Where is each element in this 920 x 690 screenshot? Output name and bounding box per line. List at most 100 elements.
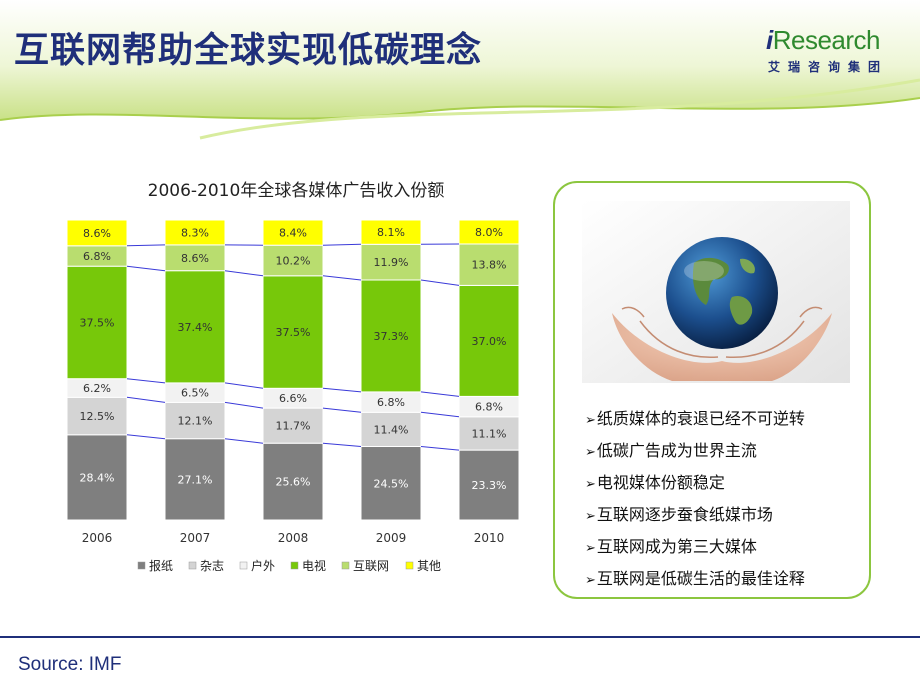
globe-in-hands-photo [582, 201, 850, 383]
data-label: 12.5% [80, 410, 115, 423]
legend-swatch [405, 561, 414, 570]
connector-line [322, 407, 362, 413]
bullet-item: ➢电视媒体份额稳定 [585, 473, 725, 492]
data-label: 37.0% [472, 335, 507, 348]
legend-label: 互联网 [353, 559, 389, 573]
connector-line [126, 265, 166, 272]
data-label: 10.2% [276, 255, 311, 268]
logo-subtitle: 艾瑞咨询集团 [768, 60, 889, 74]
bar-segment [164, 244, 226, 272]
connector-line [224, 382, 264, 389]
data-label: 12.1% [178, 415, 213, 428]
data-label: 6.8% [377, 396, 405, 409]
data-label: 6.5% [181, 387, 209, 400]
bar-segment [262, 219, 324, 246]
bar-segment [66, 396, 128, 436]
bar-segment [164, 270, 226, 384]
summary-panel: ➢纸质媒体的衰退已经不可逆转 ➢低碳广告成为世界主流 ➢电视媒体份额稳定 ➢互联… [553, 181, 871, 599]
page-title: 互联网帮助全球实现低碳理念 [14, 31, 483, 71]
chart-title: 2006-2010年全球各媒体广告收入份额 [148, 181, 445, 201]
bullet-item: ➢低碳广告成为世界主流 [585, 441, 757, 460]
data-label: 13.8% [472, 259, 507, 272]
data-label: 6.2% [83, 382, 111, 395]
data-label: 11.4% [374, 423, 409, 436]
data-label: 24.5% [374, 477, 409, 490]
bar-segment [458, 219, 520, 245]
data-label: 27.1% [178, 473, 213, 486]
data-label: 6.8% [83, 250, 111, 263]
bullet-list: ➢纸质媒体的衰退已经不可逆转 ➢低碳广告成为世界主流 ➢电视媒体份额稳定 ➢互联… [585, 407, 805, 599]
footer-divider [0, 636, 920, 638]
data-label: 28.4% [80, 471, 115, 484]
bar-segment [164, 438, 226, 521]
connector-line [420, 391, 460, 397]
data-label: 11.7% [276, 420, 311, 433]
data-label: 37.4% [178, 321, 213, 334]
connector-line [126, 434, 166, 440]
x-tick-label: 2007 [180, 531, 211, 545]
legend-swatch [188, 561, 197, 570]
legend-label: 户外 [251, 558, 275, 573]
legend-label: 报纸 [149, 558, 173, 573]
connector-line [126, 378, 166, 384]
legend-swatch [341, 561, 350, 570]
bar-segment [262, 407, 324, 444]
connector-line [420, 279, 460, 286]
connector-line [322, 442, 362, 447]
legend-swatch [137, 561, 146, 570]
bar-segment [360, 446, 422, 521]
bar-segment [66, 219, 128, 247]
legend-label: 电视 [302, 558, 326, 573]
data-label: 11.1% [472, 427, 507, 440]
legend-label: 其他 [417, 559, 441, 573]
company-logo: iResearch 艾瑞咨询集团 [766, 26, 898, 75]
legend-swatch [239, 561, 248, 570]
bar-segment [262, 442, 324, 521]
data-label: 8.3% [181, 226, 209, 239]
bar-segment [360, 243, 422, 281]
data-label: 8.4% [279, 227, 307, 240]
data-label: 6.6% [279, 392, 307, 405]
data-label: 37.3% [374, 330, 409, 343]
x-tick-label: 2008 [278, 531, 309, 545]
legend-swatch [290, 561, 299, 570]
connector-line [322, 387, 362, 393]
connector-line [322, 275, 362, 281]
connector-line [420, 411, 460, 418]
connector-line [126, 244, 166, 247]
legend-label: 杂志 [200, 559, 224, 573]
bullet-item: ➢互联网是低碳生活的最佳诠释 [585, 569, 805, 588]
stacked-bar-chart: 2006-2010年全球各媒体广告收入份额 28.4% 12.5% 6.2% 37.5%… [48, 181, 538, 573]
data-label: 37.5% [276, 326, 311, 339]
data-label: 23.3% [472, 479, 507, 492]
bar-segment [66, 434, 128, 521]
bullet-item: ➢互联网逐步蚕食纸媒市场 [585, 505, 773, 524]
bar-segment [66, 265, 128, 380]
bar-segment [458, 449, 520, 521]
data-label: 8.1% [377, 226, 405, 239]
x-tick-label: 2009 [376, 531, 407, 545]
data-label: 8.0% [475, 226, 503, 239]
bar-segment [164, 219, 226, 246]
connector-line [322, 243, 362, 246]
data-label: 6.8% [475, 401, 503, 414]
connector-line [224, 438, 264, 444]
data-label: 8.6% [181, 252, 209, 265]
bar-segment [360, 219, 422, 245]
data-label: 37.5% [80, 316, 115, 329]
x-tick-label: 2010 [474, 531, 505, 545]
bar-segment [458, 243, 520, 286]
header-background [0, 0, 920, 140]
data-label: 25.6% [276, 476, 311, 489]
connector-line [420, 446, 460, 451]
connector-line [224, 270, 264, 277]
data-label: 8.6% [83, 227, 111, 240]
bar-segment [458, 416, 520, 451]
bullet-item: ➢纸质媒体的衰退已经不可逆转 [585, 409, 805, 428]
bullet-item: ➢互联网成为第三大媒体 [585, 537, 757, 556]
bar-segment [164, 401, 226, 440]
connector-line [224, 401, 264, 409]
source-note: Source: IMF [18, 654, 122, 675]
x-tick-label: 2006 [82, 531, 113, 545]
data-label: 11.9% [374, 256, 409, 269]
